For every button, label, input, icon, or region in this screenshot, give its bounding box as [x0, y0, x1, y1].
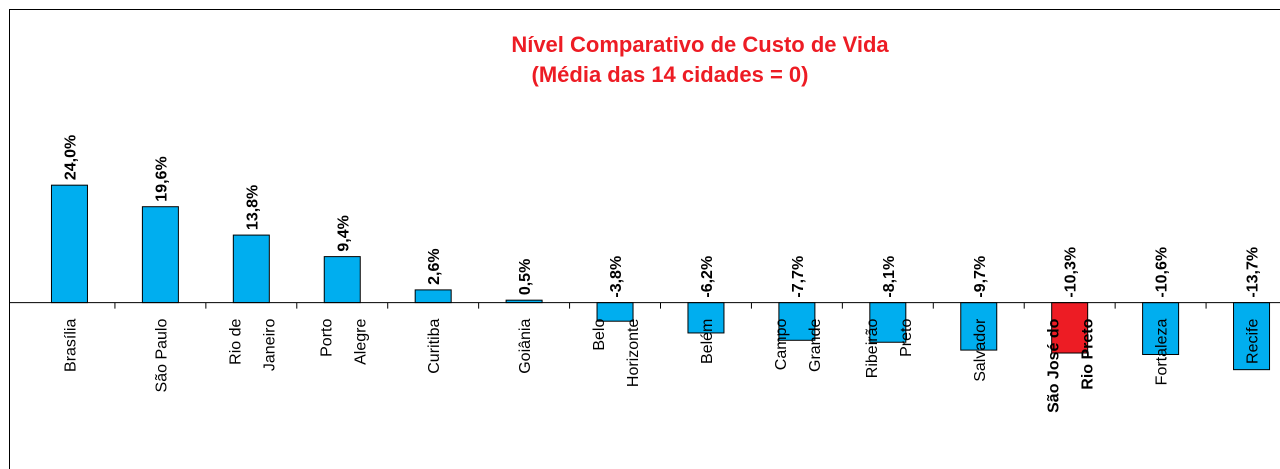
bar [960, 302, 998, 351]
x-tick-label: Goiânia [517, 319, 534, 374]
x-tick-label: Brasília [62, 319, 79, 372]
value-label: 0,5% [517, 259, 534, 295]
chart-subtitle: (Média das 14 cidades = 0) [532, 62, 809, 87]
bar [596, 302, 634, 322]
x-tick-label: Campo Grande [773, 319, 824, 372]
bar [323, 256, 361, 304]
value-label: -6,2% [699, 256, 716, 298]
x-tick-label: Belém [699, 319, 716, 364]
value-label: -7,7% [790, 256, 807, 298]
bar [1233, 302, 1271, 371]
x-tick-label: Recife [1245, 319, 1262, 364]
bar [687, 302, 725, 334]
value-label: 13,8% [244, 185, 261, 230]
bar [869, 302, 907, 343]
value-label: 2,6% [426, 248, 443, 284]
value-label: 9,4% [335, 215, 352, 251]
value-label: -3,8% [608, 256, 625, 298]
x-tick-label: Rio de Janeiro [227, 319, 278, 372]
bar [232, 234, 270, 304]
value-label: -13,7% [1245, 247, 1262, 298]
value-label: -10,6% [1154, 247, 1171, 298]
value-label: -9,7% [972, 256, 989, 298]
bar [50, 184, 88, 304]
bar [414, 289, 452, 304]
x-tick-label: Curitiba [426, 319, 443, 374]
bar [1142, 302, 1180, 355]
chart-title: Nível Comparativo de Custo de Vida [511, 32, 889, 57]
bar [141, 206, 179, 304]
value-label: -10,3% [1063, 247, 1080, 298]
bar [778, 302, 816, 341]
value-label: 24,0% [62, 135, 79, 180]
x-tick-label: Ribeirão Preto [864, 319, 915, 379]
bar [1051, 302, 1089, 354]
x-tick-label: Salvador [972, 318, 989, 382]
value-label: -8,1% [881, 256, 898, 298]
x-tick-label: São José do Rio Preto [1046, 318, 1097, 412]
x-tick-label: São Paulo [153, 319, 170, 393]
x-tick-label: Porto Alegre [318, 319, 369, 365]
x-tick-label: Fortaleza [1154, 319, 1171, 386]
value-label: 19,6% [153, 156, 170, 201]
x-tick-label: Belo Horizonte [591, 319, 642, 388]
